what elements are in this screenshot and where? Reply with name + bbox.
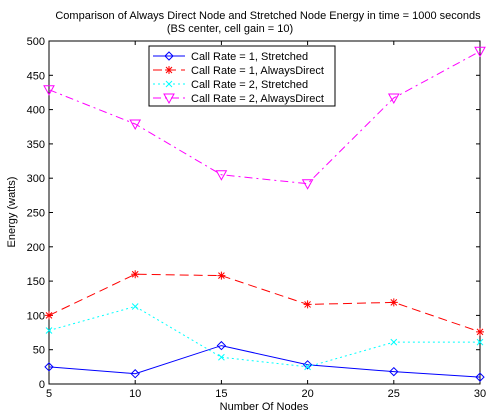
series-lines [43, 46, 486, 382]
series-4 [43, 46, 486, 190]
y-tick-label: 150 [27, 276, 45, 288]
y-tick-label: 300 [27, 173, 45, 185]
y-axis-label: Energy (watts) [6, 177, 18, 248]
data-point [387, 93, 400, 104]
series-line [48, 345, 481, 378]
data-point [476, 338, 484, 346]
axis-ticks: 5 10 15 20 25 3005010015020025030035040045050… [27, 36, 486, 400]
data-point [303, 300, 312, 309]
data-point [475, 372, 485, 382]
data-point [45, 311, 53, 320]
data-point [474, 46, 486, 58]
data-point [301, 179, 314, 190]
legend-marker [165, 66, 173, 74]
data-point [216, 340, 227, 351]
legend-label: Call Rate = 2, Stretched [191, 79, 308, 91]
legend-item: Call Rate = 1, AlwaysDirect [153, 65, 324, 77]
data-point [304, 363, 311, 371]
legend-item: Call Rate = 1, Stretched [153, 51, 308, 63]
chart-subtitle: (BS center, cell gain = 10) [167, 23, 293, 35]
y-tick-label: 450 [27, 70, 45, 82]
data-point [130, 369, 140, 379]
x-tick-label: 10 [129, 388, 141, 400]
data-point [302, 360, 313, 370]
series-line [48, 273, 481, 333]
legend-label: Call Rate = 2, AlwaysDirect [191, 93, 324, 105]
y-tick-label: 200 [27, 242, 45, 254]
y-tick-label: 250 [27, 208, 45, 220]
data-point [131, 270, 140, 279]
y-tick-label: 350 [27, 139, 45, 151]
y-tick-label: 100 [27, 310, 45, 322]
series-2 [45, 270, 484, 336]
series-line [48, 50, 481, 185]
legend-item: Call Rate = 2, AlwaysDirect [153, 93, 324, 105]
legend: Call Rate = 1, Stretched Call Rate = 1, A… [148, 45, 336, 107]
legend-marker [165, 80, 173, 88]
series-1 [44, 340, 485, 382]
data-point [215, 170, 228, 181]
data-point [45, 327, 53, 334]
data-point [44, 362, 54, 372]
legend-item: Call Rate = 2, Stretched [153, 79, 308, 91]
x-tick-label: 30 [474, 388, 486, 400]
data-point [389, 366, 399, 377]
series-line [48, 305, 480, 368]
data-point [389, 298, 398, 307]
legend-marker [163, 93, 175, 105]
data-point [131, 303, 139, 310]
x-tick-label: 20 [301, 388, 313, 400]
y-tick-label: 0 [39, 379, 45, 391]
series-3 [45, 303, 484, 371]
x-tick-label: 5 [46, 388, 52, 400]
data-point [129, 119, 142, 131]
legend-label: Call Rate = 1, Stretched [191, 51, 308, 63]
data-point [390, 338, 398, 346]
data-point [43, 85, 55, 96]
y-tick-label: 50 [33, 345, 45, 357]
x-tick-label: 25 [388, 388, 400, 400]
data-point [476, 327, 484, 336]
x-tick-label: 15 [215, 388, 227, 400]
legend-marker [164, 51, 174, 61]
x-axis-label: Number Of Nodes [220, 401, 309, 413]
legend-label: Call Rate = 1, AlwaysDirect [191, 65, 324, 77]
y-tick-label: 500 [27, 36, 45, 48]
y-tick-label: 400 [27, 105, 45, 117]
data-point [218, 353, 225, 361]
data-point [217, 271, 226, 280]
chart-title: Comparison of Always Direct Node and Str… [55, 10, 481, 22]
